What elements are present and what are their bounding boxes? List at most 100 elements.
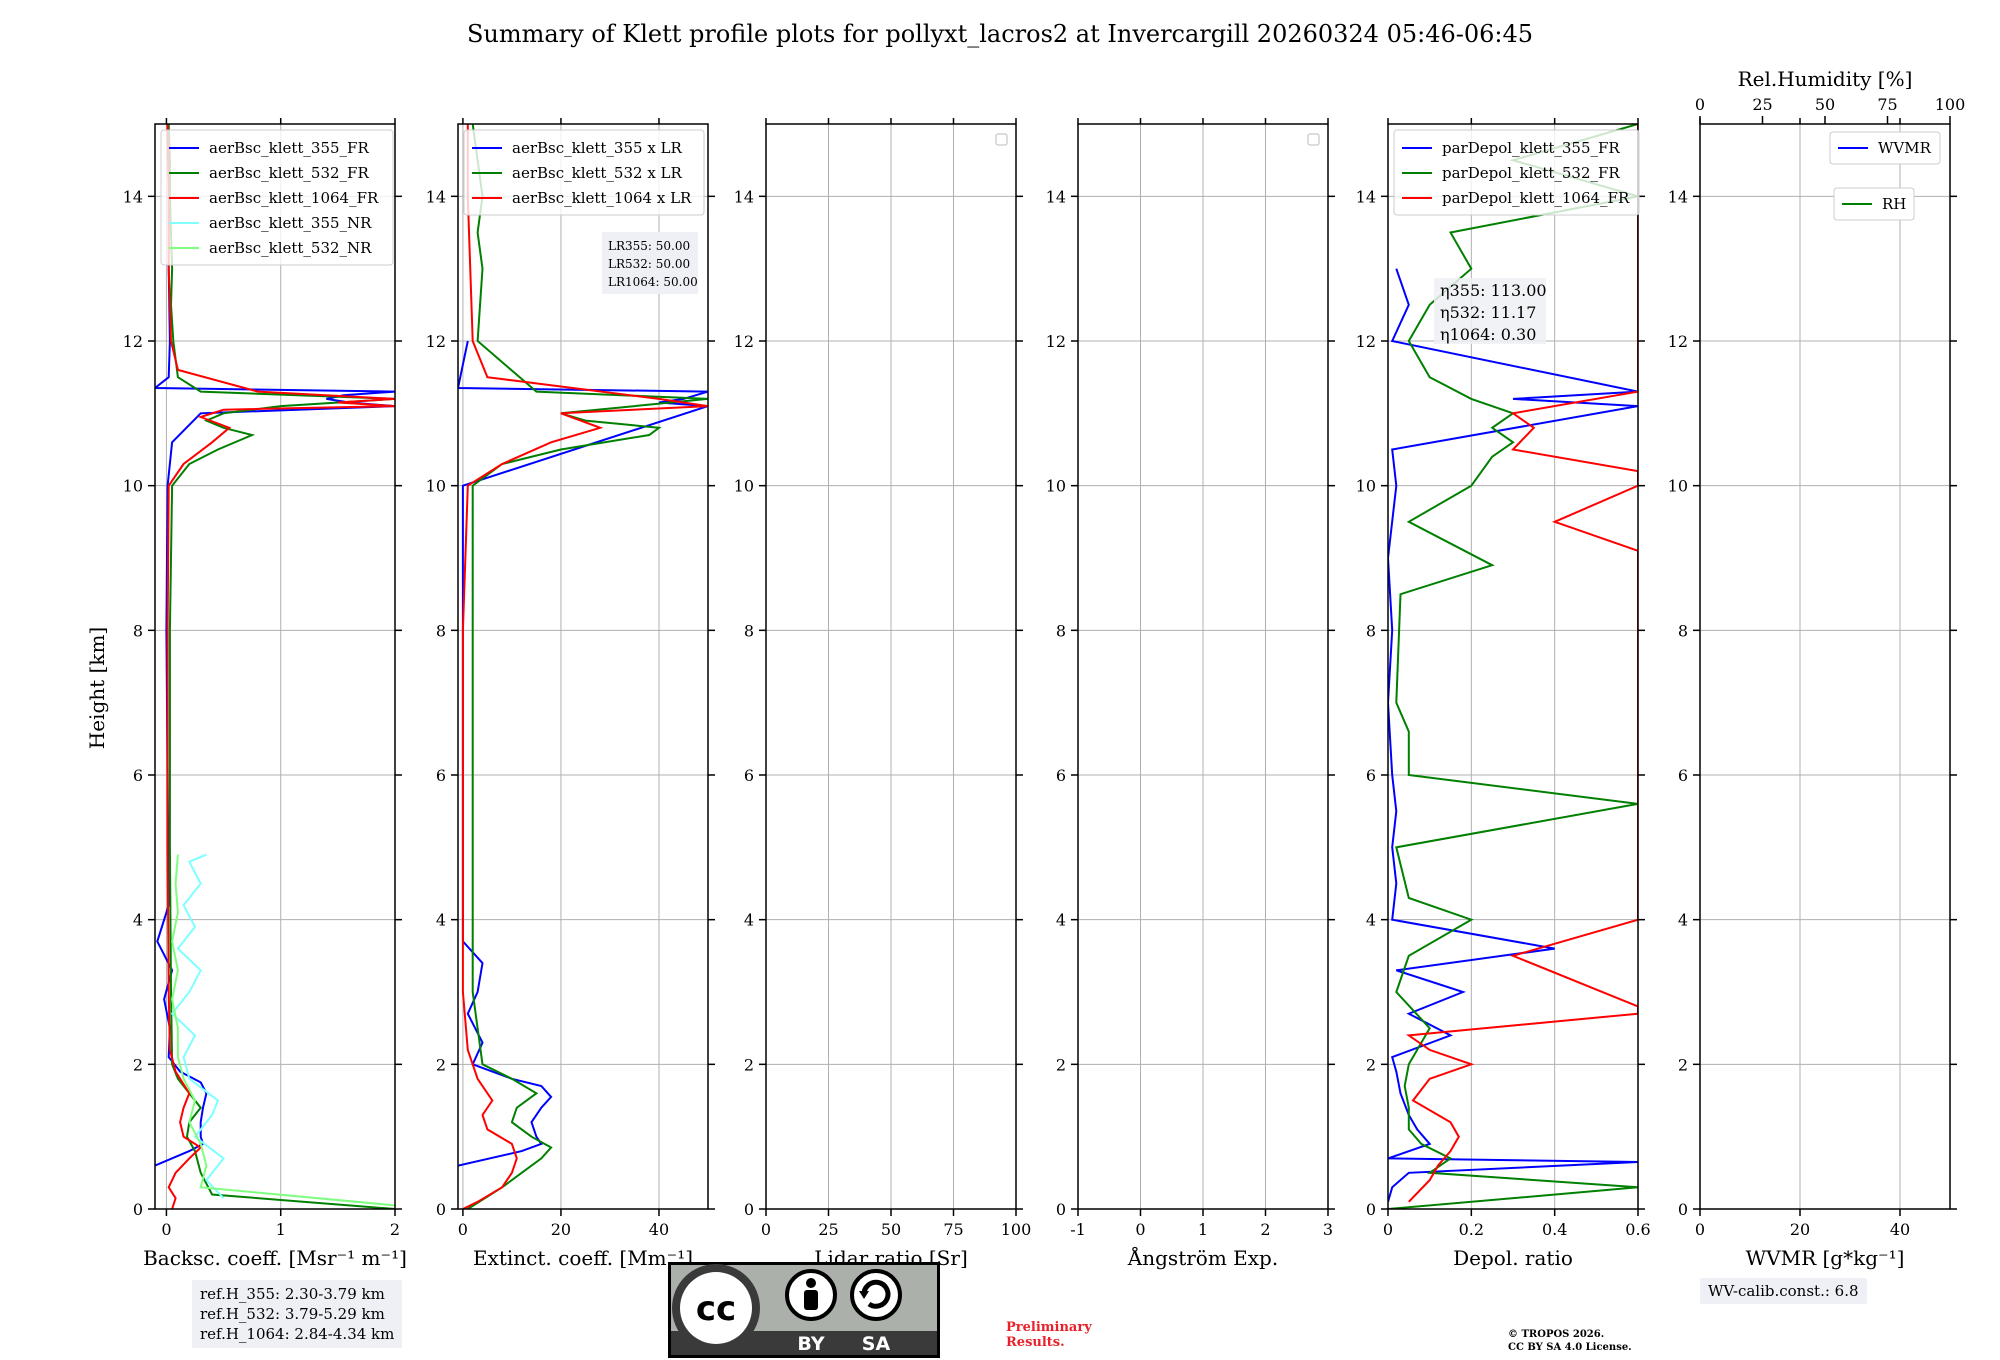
x-tick-label: 75 [943,1220,963,1239]
y-tick-label: 8 [1366,621,1376,640]
panel-depol: 0 0.2 0.4 0.6 0 2 4 6 8 10 12 14 Depol. ratio parDepo… [1356,118,1651,1270]
x-tick-label: 3 [1323,1220,1333,1239]
axes-frame [1699,123,1951,1210]
x-tick-label: 0 [458,1220,468,1239]
copyright-line-2: CC BY SA 4.0 License. [1508,1342,1632,1353]
y-tick-label: 4 [133,911,143,930]
legend: parDepol_klett_355_FR parDepol_klett_532_… [1393,129,1640,216]
y-tick-label: 8 [744,621,754,640]
legend-label: RH [1882,195,1906,213]
y-tick-label: 8 [133,621,143,640]
legend-label: aerBsc_klett_532_NR [209,239,372,257]
series-line-aerBsc_klett_355_FR [155,124,395,1167]
copyright-line-1: © TROPOS 2026. [1508,1329,1605,1340]
y-tick-label: 4 [1056,911,1066,930]
legend-box [1833,187,1915,221]
legend-label: aerBsc_klett_532_FR [209,164,369,182]
series-line-parDepol_klett_1064_FR [1405,124,1638,1203]
y-tick-label: 14 [1356,187,1376,206]
by-label: BY [797,1333,824,1355]
y-tick-label: 0 [133,1200,143,1219]
legend-label: aerBsc_klett_355_FR [209,139,369,157]
x-axis-label: Ångström Exp. [1127,1245,1278,1270]
x-tick-label: 20 [1790,1220,1810,1239]
top-x-tick-label: 75 [1877,95,1897,114]
y-tick-label: 6 [133,766,143,785]
series-line-aerBsc_klett_532 x LR [467,124,708,1209]
y-tick-label: 6 [436,766,446,785]
x-tick-label: -1 [1070,1220,1086,1239]
legend: aerBsc_klett_355 x LR aerBsc_klett_532 x … [463,129,705,216]
legend-label: aerBsc_klett_1064_FR [209,189,379,207]
x-tick-label: 0 [1695,1220,1705,1239]
y-tick-label: 2 [1366,1055,1376,1074]
y-tick-label: 0 [744,1200,754,1219]
x-tick-label: 0.4 [1542,1220,1567,1239]
y-tick-label: 12 [734,332,754,351]
figure-title: Summary of Klett profile plots for polly… [466,20,1534,48]
cc-icon: cc [696,1289,736,1329]
lr-annotation-line: LR532: 50.00 [608,257,690,271]
axes-frame [1387,123,1639,1210]
legend-label: parDepol_klett_532_FR [1442,164,1620,182]
legend: WVMR RH [1829,131,1941,221]
x-tick-label: 25 [818,1220,838,1239]
y-tick-label: 2 [436,1055,446,1074]
x-tick-label: 100 [1001,1220,1032,1239]
x-axis-label: Backsc. coeff. [Msr⁻¹ m⁻¹] [143,1246,407,1270]
x-tick-label: 0 [161,1220,171,1239]
y-tick-label: 8 [1056,621,1066,640]
top-x-tick-label: 100 [1935,95,1966,114]
eta-annotation-line: η355: 113.00 [1440,281,1547,300]
y-tick-label: 6 [1678,766,1688,785]
series-line-aerBsc_klett_355 x LR [458,340,708,1167]
y-tick-label: 8 [436,621,446,640]
legend-label: WVMR [1878,139,1932,157]
x-tick-label: 50 [881,1220,901,1239]
y-tick-label: 10 [734,477,754,496]
ref-height-532: ref.H_532: 3.79-5.29 km [200,1305,385,1323]
y-tick-label: 10 [1046,477,1066,496]
x-tick-label: 1 [276,1220,286,1239]
y-tick-label: 0 [1366,1200,1376,1219]
y-axis-label: Height [km] [85,627,109,749]
sa-label: SA [862,1333,891,1355]
x-tick-label: 20 [551,1220,571,1239]
x-tick-label: 40 [649,1220,669,1239]
lr-annotation-line: LR1064: 50.00 [608,275,698,289]
top-x-tick-label: 50 [1815,95,1835,114]
ref-height-355: ref.H_355: 2.30-3.79 km [200,1285,385,1303]
y-tick-label: 14 [123,187,143,206]
top-x-tick-label: 25 [1752,95,1772,114]
y-tick-label: 14 [1668,187,1688,206]
panel-wv: 0 20 40 0 2 4 6 8 10 12 14 WVMR [g*kg⁻¹] 0 25 50 75 100 R… [1668,67,1966,1270]
cc-by-sa-license-badge: cc BY SA [668,1262,940,1358]
y-tick-label: 8 [1678,621,1688,640]
y-tick-label: 4 [1678,911,1688,930]
y-tick-label: 12 [426,332,446,351]
x-tick-label: 0.6 [1625,1220,1650,1239]
legend-label: aerBsc_klett_355_NR [209,214,372,232]
y-tick-label: 4 [436,911,446,930]
y-tick-label: 14 [734,187,754,206]
y-tick-label: 10 [123,477,143,496]
series-line-aerBsc_klett_1064_FR [166,124,395,1209]
lr-annotation: LR355: 50.00 LR532: 50.00 LR1064: 50.00 [602,232,698,294]
x-tick-label: 0 [1135,1220,1145,1239]
y-tick-label: 0 [1678,1200,1688,1219]
series-line-aerBsc_klett_532_NR [171,854,395,1207]
eta-annotation-box [1434,278,1546,344]
sa-share-icon [850,1269,902,1321]
y-tick-label: 12 [1046,332,1066,351]
legend-box [463,129,705,216]
x-tick-label: 2 [1260,1220,1270,1239]
y-tick-label: 10 [426,477,446,496]
x-tick-label: 0 [761,1220,771,1239]
y-tick-label: 6 [744,766,754,785]
legend-label: parDepol_klett_355_FR [1442,139,1620,157]
legend-box [1829,131,1941,165]
x-tick-label: 0 [1383,1220,1393,1239]
